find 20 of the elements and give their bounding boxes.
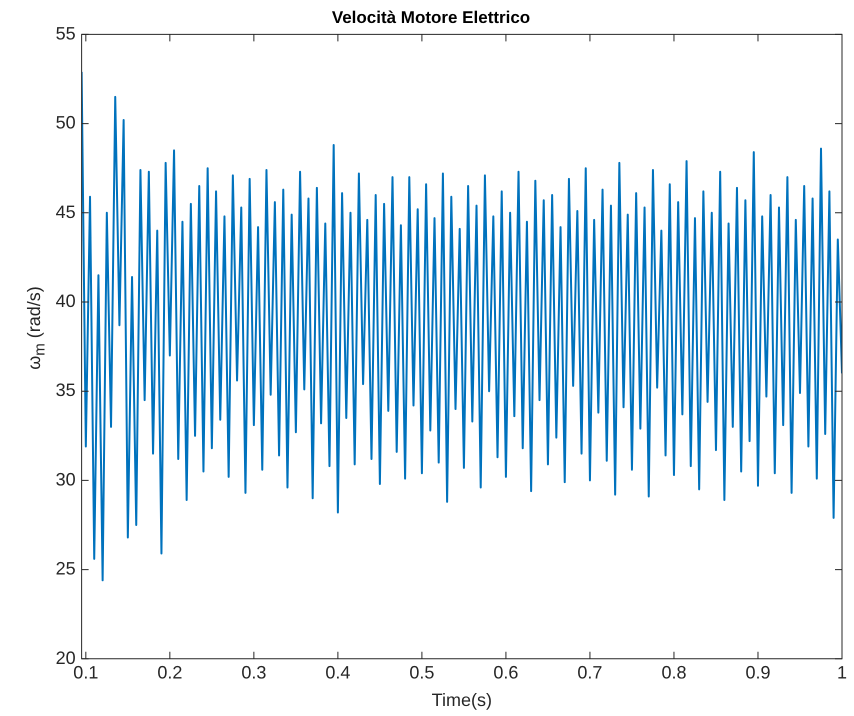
x-tick-label: 0.7 <box>577 662 602 683</box>
y-tick-label: 30 <box>56 469 76 490</box>
x-tick-label: 0.3 <box>241 662 266 683</box>
x-tick-label: 0.1 <box>73 662 98 683</box>
chart-title: Velocità Motore Elettrico <box>332 8 530 27</box>
y-tick-label: 40 <box>56 290 76 311</box>
y-tick-label: 45 <box>56 202 76 222</box>
y-tick-label: 35 <box>56 380 76 400</box>
x-tick-label: 0.8 <box>661 662 686 683</box>
x-tick-label: 0.5 <box>409 662 434 683</box>
x-axis-title: Time(s) <box>432 690 492 710</box>
y-tick-label: 50 <box>56 112 76 133</box>
x-tick-label: 1 <box>836 662 848 683</box>
y-tick-label: 55 <box>56 23 76 44</box>
x-tick-label: 0.2 <box>157 662 182 683</box>
x-tick-label: 0.4 <box>325 662 350 683</box>
y-tick-label: 25 <box>56 558 76 579</box>
y-tick-label: 20 <box>56 648 76 668</box>
x-tick-label: 0.6 <box>493 662 518 683</box>
x-tick-label: 0.9 <box>745 662 770 683</box>
